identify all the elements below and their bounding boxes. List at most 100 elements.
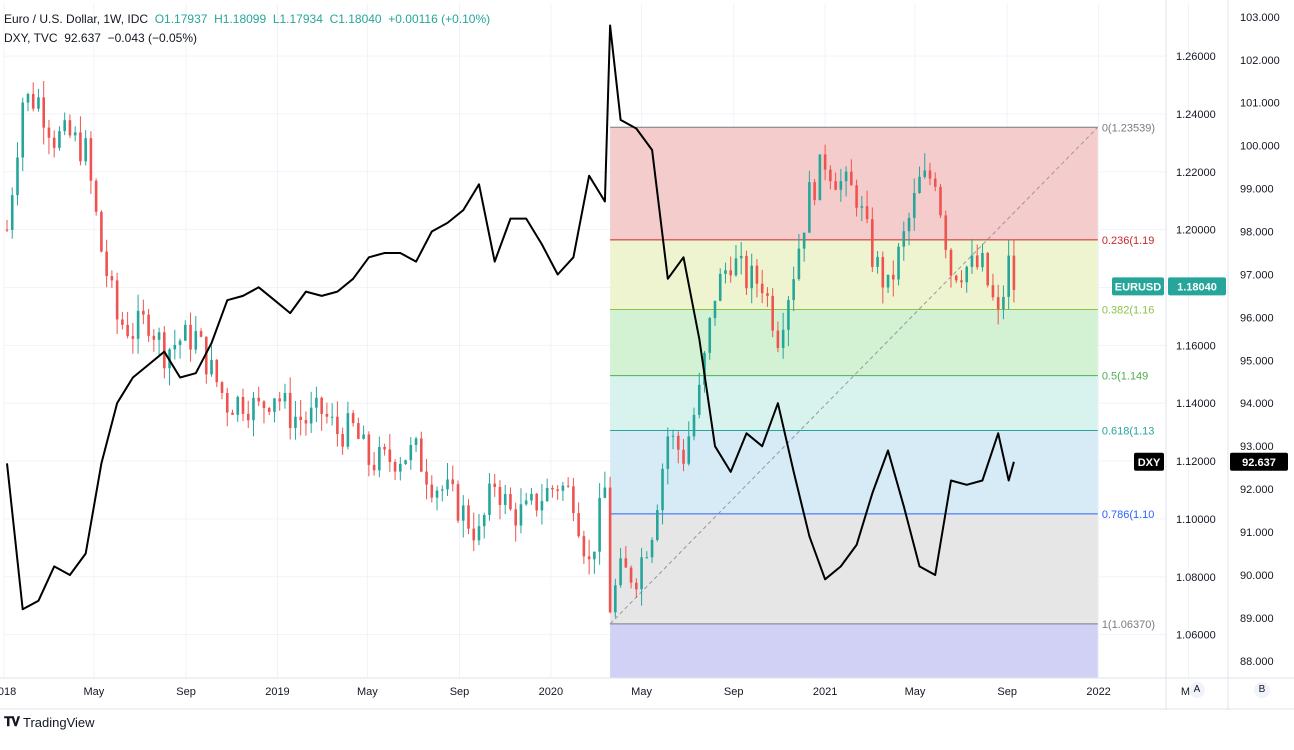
eurusd-tick-label: 1.10000 <box>1176 514 1216 526</box>
fib-level-label: 1(1.06370) <box>1102 619 1155 631</box>
x-tick-label: 2020 <box>539 686 563 698</box>
x-tick-label: 2021 <box>813 686 837 698</box>
dxy-legend: DXY, TVC 92.637 −0.043 (−0.05%) <box>4 31 197 45</box>
eurusd-candle-body <box>393 461 397 472</box>
eurusd-candle-body <box>37 97 40 109</box>
eurusd-candle-body <box>907 217 911 232</box>
eurusd-candle-body <box>52 137 56 148</box>
eurusd-candle-body <box>173 344 177 350</box>
eurusd-candle-body <box>299 416 302 421</box>
eurusd-legend-change: +0.00116 (+0.10%) <box>388 12 491 26</box>
eurusd-candle-body <box>844 171 848 182</box>
eurusd-candle-body <box>456 484 460 521</box>
eurusd-candle-body <box>545 487 549 502</box>
eurusd-candle-body <box>928 170 932 179</box>
eurusd-candle-body <box>572 486 575 514</box>
dxy-tick-label: 90.000 <box>1240 570 1274 582</box>
eurusd-candle-body <box>503 494 507 505</box>
eurusd-tick-label: 1.24000 <box>1176 109 1216 121</box>
eurusd-candle-body <box>551 487 554 490</box>
axis-button-a[interactable]: A <box>1189 682 1205 698</box>
eurusd-candle-body <box>1002 296 1005 310</box>
eurusd-candle-body <box>614 585 617 613</box>
eurusd-candle-body <box>650 539 654 558</box>
eurusd-candle-body <box>178 340 182 345</box>
eurusd-candle-body <box>697 384 701 415</box>
eurusd-candle-body <box>629 567 633 583</box>
eurusd-candle-body <box>760 283 764 294</box>
eurusd-candle-body <box>608 487 612 613</box>
eurusd-candle-body <box>105 251 108 277</box>
x-tick-label: May <box>631 686 652 698</box>
eurusd-tick-label: 1.22000 <box>1176 167 1216 179</box>
axis-button-b[interactable]: B <box>1254 682 1270 698</box>
eurusd-candle-body <box>739 255 743 259</box>
fib-zone <box>610 375 1098 431</box>
eurusd-candle-body <box>949 249 953 276</box>
eurusd-candle-body <box>330 416 334 418</box>
eurusd-candle-body <box>42 97 46 128</box>
eurusd-candle-body <box>981 253 984 268</box>
eurusd-legend-open: O1.17937 <box>154 12 208 26</box>
eurusd-candle-body <box>603 487 607 498</box>
eurusd-candle-body <box>100 211 103 252</box>
eurusd-candle-body <box>409 444 413 461</box>
eurusd-candle-body <box>666 436 670 469</box>
fib-zone <box>610 430 1098 514</box>
eurusd-candle-body <box>671 435 675 437</box>
eurusd-candle-body <box>514 509 517 526</box>
eurusd-candle-body <box>855 185 858 208</box>
dxy-tick-label: 103.000 <box>1240 12 1280 24</box>
eurusd-candle-body <box>593 551 596 560</box>
eurusd-candle-body <box>477 526 481 541</box>
eurusd-candle-body <box>10 195 14 230</box>
eurusd-candle-body <box>776 330 780 348</box>
dxy-price-badge-label: 92.637 <box>1242 457 1276 469</box>
eurusd-candle-body <box>309 407 313 424</box>
fib-level-label: 0.382(1.16 <box>1102 304 1155 316</box>
eurusd-candle-body <box>645 557 649 559</box>
dxy-legend-symbol: DXY, TVC <box>4 31 58 45</box>
eurusd-candle-body <box>304 420 308 424</box>
eurusd-candle-body <box>823 154 827 170</box>
eurusd-candle-body <box>435 490 439 498</box>
eurusd-candle-body <box>792 279 795 301</box>
eurusd-candle-body <box>834 181 837 190</box>
eurusd-candle-body <box>692 414 696 437</box>
eurusd-candle-body <box>157 332 161 340</box>
eurusd-candle-body <box>944 215 948 250</box>
dxy-tick-label: 94.000 <box>1240 398 1274 410</box>
eurusd-candle-body <box>1007 255 1010 297</box>
eurusd-legend: Euro / U.S. Dollar, 1W, IDC O1.17937 H1.… <box>4 12 490 26</box>
eurusd-legend-close: C1.18040 <box>329 12 382 26</box>
eurusd-candle-body <box>587 556 591 560</box>
eurusd-candle-body <box>351 413 355 424</box>
eurusd-candle-body <box>724 270 727 274</box>
eurusd-candle-body <box>451 479 455 485</box>
eurusd-candle-body <box>912 192 916 218</box>
eurusd-candle-body <box>808 182 811 233</box>
eurusd-candle-body <box>26 93 30 103</box>
eurusd-tick-label: 1.14000 <box>1176 398 1216 410</box>
eurusd-candle-body <box>283 392 287 402</box>
eurusd-candle-body <box>320 397 323 414</box>
eurusd-candle-body <box>991 285 995 298</box>
dxy-tick-label: 99.000 <box>1240 184 1274 196</box>
dxy-legend-value: 92.637 <box>64 31 101 45</box>
dxy-symbol-badge <box>1134 452 1164 471</box>
eurusd-candles <box>5 81 1016 618</box>
eurusd-candle-body <box>787 300 790 330</box>
x-tick-label: May <box>905 686 926 698</box>
eurusd-candle-body <box>718 273 722 301</box>
x-tick-label: Sep <box>724 686 744 698</box>
eurusd-candle-body <box>194 331 198 350</box>
fib-level-label: 0(1.23539) <box>1102 122 1155 134</box>
dxy-tick-label: 101.000 <box>1240 98 1280 110</box>
eurusd-candle-body <box>566 485 570 487</box>
eurusd-candle-body <box>850 171 853 186</box>
eurusd-candle-body <box>294 416 297 428</box>
eurusd-candle-body <box>142 310 145 315</box>
tradingview-branding[interactable]: 𝐓𝐕 TradingView <box>4 714 95 730</box>
eurusd-candle-body <box>378 446 381 471</box>
